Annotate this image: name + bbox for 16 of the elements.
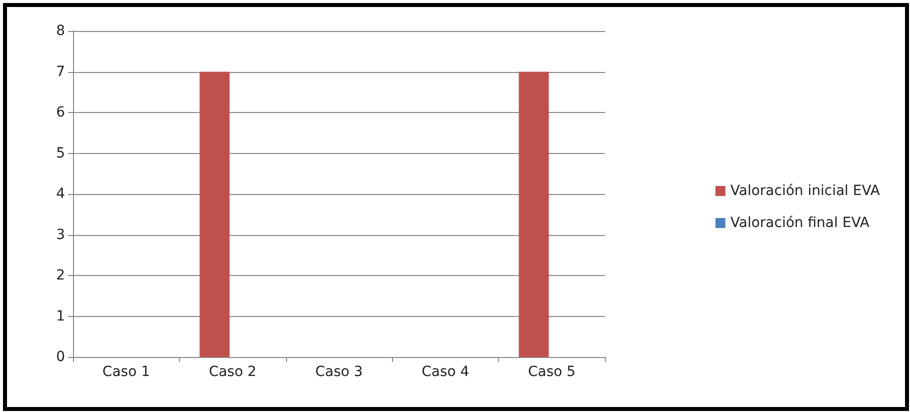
y-tick-label: 3 xyxy=(56,226,65,243)
x-tick-label: Caso 3 xyxy=(315,364,363,380)
y-tick-label: 8 xyxy=(56,23,65,39)
x-tick-label: Caso 1 xyxy=(102,364,150,380)
x-tick-label: Caso 2 xyxy=(208,364,256,380)
y-tick-label: 6 xyxy=(56,104,66,120)
y-tick-label: 2 xyxy=(56,268,65,284)
y-tick-label: 0 xyxy=(56,349,65,365)
legend-label: Valoración final EVA xyxy=(730,215,870,231)
y-tick-label: 1 xyxy=(56,308,65,324)
legend-label: Valoración inicial EVA xyxy=(730,183,880,199)
x-tick-label: Caso 4 xyxy=(422,364,470,380)
y-tick-label: 7 xyxy=(56,64,65,80)
x-tick-label: Caso 5 xyxy=(528,364,576,380)
y-tick-label: 5 xyxy=(56,145,65,162)
y-tick-label: 4 xyxy=(56,186,66,202)
